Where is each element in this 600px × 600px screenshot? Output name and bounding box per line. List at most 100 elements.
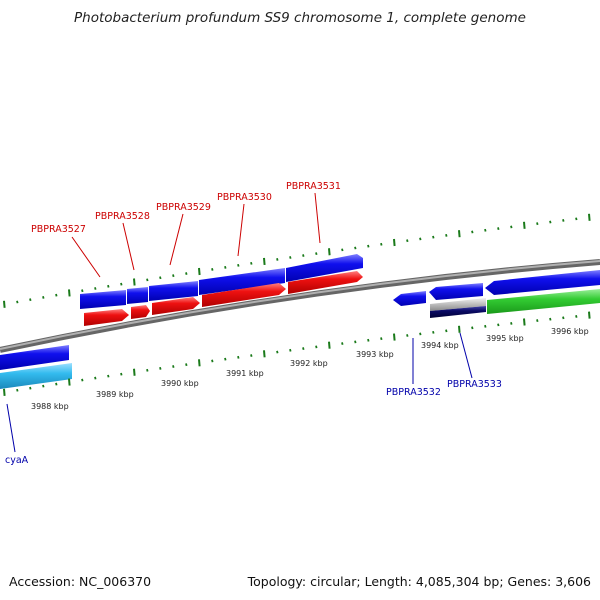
gene-label-pbpra3530: PBPRA3530: [217, 192, 272, 203]
outer-tick: [523, 221, 526, 229]
inner-tick: [133, 368, 136, 376]
inner-tick: [523, 318, 526, 326]
inner-tick: [406, 334, 409, 337]
genome-stats-text: Topology: circular; Length: 4,085,304 bp…: [247, 574, 591, 589]
outer-tick: [406, 239, 409, 243]
outer-tick: [81, 289, 84, 293]
gene-label-pbpra3531: PBPRA3531: [286, 181, 341, 192]
inner-tick: [575, 315, 578, 318]
cds-forward-3528[interactable]: [127, 287, 148, 304]
scale-label: 3988 kbp: [31, 402, 69, 411]
inner-tick: [224, 357, 227, 361]
outer-tick: [562, 219, 565, 222]
outer-tick: [471, 230, 474, 234]
inner-tick: [562, 316, 565, 320]
outer-tick: [29, 298, 32, 302]
cds-reverse-3527[interactable]: [84, 309, 129, 326]
outer-tick: [380, 242, 383, 246]
inner-tick: [29, 386, 32, 390]
inner-tick: [341, 342, 344, 345]
inner-tick: [367, 338, 370, 342]
map-title: Photobacterium profundum SS9 chromosome …: [74, 10, 526, 26]
cds-forward-3531[interactable]: [286, 254, 363, 282]
gene-label-pbpra3528: PBPRA3528: [95, 211, 150, 222]
outer-tick: [588, 213, 591, 221]
outer-tick: [536, 222, 539, 226]
inner-tick: [471, 326, 474, 330]
scale-label: 3992 kbp: [290, 359, 328, 368]
outer-tick: [510, 225, 513, 229]
outer-tick: [458, 230, 461, 238]
cds-forward-3530[interactable]: [199, 268, 285, 295]
cds-reverse-3530[interactable]: [202, 283, 286, 307]
outer-tick: [302, 254, 305, 257]
inner-tick: [549, 317, 552, 321]
cds-forward-3529[interactable]: [149, 281, 198, 301]
inner-tick: [263, 350, 266, 358]
scale-label: 3991 kbp: [226, 369, 264, 378]
cds-forward-large[interactable]: [485, 270, 600, 295]
gene-label-pbpra3532: PBPRA3532: [386, 387, 441, 398]
outer-tick: [315, 252, 318, 256]
scale-label: 3989 kbp: [96, 390, 134, 399]
feature-green[interactable]: [487, 289, 600, 314]
inner-tick: [185, 363, 188, 367]
outer-tick: [237, 263, 240, 267]
outer-tick: [276, 258, 279, 261]
inner-tick: [42, 384, 45, 388]
inner-tick: [107, 374, 110, 378]
inner-tick: [536, 319, 539, 323]
outer-tick: [120, 282, 123, 286]
inner-tick: [328, 341, 331, 349]
inner-tick: [81, 378, 84, 382]
feature-light-blue[interactable]: [0, 363, 72, 389]
scale-label: 3990 kbp: [161, 379, 199, 388]
outer-tick: [484, 228, 487, 232]
outer-tick: [393, 238, 396, 247]
cds-reverse-3529[interactable]: [152, 297, 200, 315]
outer-tick: [94, 287, 97, 290]
inner-tick-row: [3, 311, 591, 396]
outer-tick: [133, 278, 136, 286]
inner-tick: [354, 340, 357, 344]
outer-tick: [549, 220, 552, 224]
outer-tick: [68, 289, 71, 297]
inner-tick: [497, 323, 500, 327]
outer-tick: [289, 256, 292, 259]
outer-tick: [263, 257, 266, 265]
gene-label-pbpra3527: PBPRA3527: [31, 224, 86, 235]
inner-tick: [211, 359, 214, 363]
cds-forward-3527[interactable]: [80, 290, 126, 309]
feature-navy[interactable]: [430, 306, 486, 318]
outer-tick: [250, 261, 253, 265]
outer-tick: [198, 267, 201, 276]
inner-tick: [250, 354, 253, 357]
outer-tick: [328, 248, 331, 256]
outer-tick: [432, 235, 435, 239]
inner-tick: [172, 365, 175, 368]
inner-tick: [3, 388, 6, 396]
cds-forward-3532[interactable]: [393, 291, 426, 306]
inner-tick: [315, 345, 318, 349]
inner-tick: [159, 366, 162, 370]
cds-reverse-3528[interactable]: [131, 305, 150, 319]
cds-forward-3533[interactable]: [429, 283, 483, 300]
inner-tick: [419, 332, 422, 336]
outer-tick: [107, 284, 110, 288]
leader-lines: [6, 192, 473, 453]
cds-reverse-3531[interactable]: [288, 271, 363, 294]
scale-label: 3996 kbp: [551, 327, 589, 336]
inner-tick: [458, 325, 461, 333]
feature-grey[interactable]: [430, 298, 486, 311]
outer-tick: [575, 217, 578, 221]
inner-tick: [237, 355, 240, 359]
inner-tick: [198, 359, 201, 367]
inner-tick: [289, 348, 292, 352]
scale-label: 3993 kbp: [356, 350, 394, 359]
cds-forward-left[interactable]: [0, 345, 69, 370]
inner-tick: [445, 329, 448, 333]
outer-tick: [224, 265, 227, 269]
outer-tick: [341, 248, 344, 252]
scale-label: 3995 kbp: [486, 334, 524, 343]
outer-tick: [185, 272, 188, 275]
